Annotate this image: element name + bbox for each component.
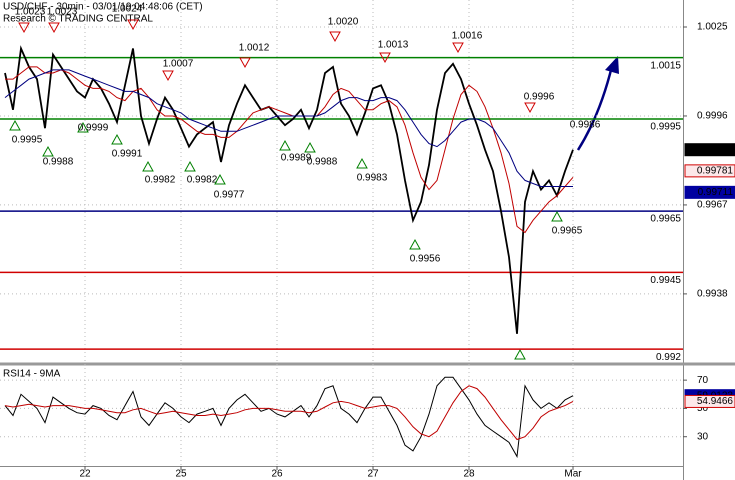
forecast-arrow [576,65,614,151]
chart-title: USD/CHF - 30min - 03/01/19 04:48:06 (CET… [3,2,203,13]
y-tick-label: 0.9967 [697,200,728,211]
low-label: 0.9999 [78,123,109,134]
high-label: 0.9996 [524,92,555,103]
level-label: 0.9945 [650,275,681,286]
high-label: 1.0020 [328,17,359,28]
high-label: 1.0013 [378,40,409,51]
low-marker [409,238,421,250]
low-label: 0.9956 [410,254,441,265]
low-marker [551,210,563,222]
price-tag [684,143,735,157]
high-label: 1.0016 [452,31,483,42]
high-label: 1.0023 [47,7,78,18]
level-label: 0.992 [656,352,681,363]
price-tag-label: 0.99711 [698,187,734,198]
series-line [4,376,574,459]
low-marker [214,173,226,185]
level-label: 0.9965 [650,214,681,225]
low-label: 0.9977 [214,190,245,201]
high-marker [452,42,464,54]
low-label: 0.9989 [281,153,312,164]
y-tick-label: 50 [697,403,709,414]
low-marker [356,157,368,169]
low-label: 0.9982 [187,175,218,186]
high-marker [239,57,251,69]
low-label: 0.9982 [145,175,176,186]
low-marker [42,145,54,157]
y-tick-label: 30 [697,431,709,442]
high-label: 1.0023 [15,7,46,18]
low-label: 0.9991 [112,149,143,160]
x-tick-label: 27 [367,469,379,480]
price-tag-label: 0.99781 [697,166,734,177]
price-tag [684,185,735,199]
low-marker [111,133,123,145]
series-line [4,385,574,441]
y-tick-label: 0.9938 [697,289,728,300]
x-tick-label: Mar [564,469,582,480]
chart-subtitle: Research © TRADING CENTRAL [3,14,153,25]
low-label: 0.9995 [12,135,43,146]
arrow-head [605,56,619,74]
y-tick-label: 1.0025 [697,22,728,33]
low-label: 0.9983 [357,173,388,184]
x-tick-label: 26 [271,469,283,480]
low-marker [77,121,89,133]
last-label: 0.9986 [570,120,601,131]
x-tick-label: 25 [175,469,187,480]
low-marker [514,348,526,360]
price-tag-label: 54.9466 [697,396,734,407]
low-marker [304,141,316,153]
high-label: 1.0024 [112,4,143,15]
series-line [5,66,574,234]
high-marker [329,31,341,43]
high-label: 1.0012 [239,43,270,54]
y-tick-label: 70 [697,375,709,386]
high-label: 1.0007 [163,59,194,70]
price-tag-label: 0.9985 [702,144,733,155]
level-label: 0.9995 [650,122,681,133]
x-tick-label: 28 [463,469,475,480]
high-marker [379,52,391,64]
low-marker [142,160,154,172]
y-tick-label: 0.9996 [697,111,728,122]
series-line [4,45,574,334]
high-marker [524,102,536,114]
high-marker [48,22,60,34]
x-tick-label: 22 [79,469,91,480]
series-line [4,69,573,187]
level-label: 1.0015 [650,60,681,71]
low-marker [9,119,21,131]
rsi-title: RSI14 - 9MA [3,369,61,380]
price-tag [684,164,735,178]
low-marker [279,139,291,151]
low-label: 0.9988 [43,157,74,168]
low-marker [184,160,196,172]
price-tag [684,394,735,408]
high-marker [127,19,139,31]
high-marker [162,70,174,82]
low-label: 0.9988 [307,157,338,168]
low-label: 0.9965 [552,226,583,237]
high-marker [18,22,30,34]
